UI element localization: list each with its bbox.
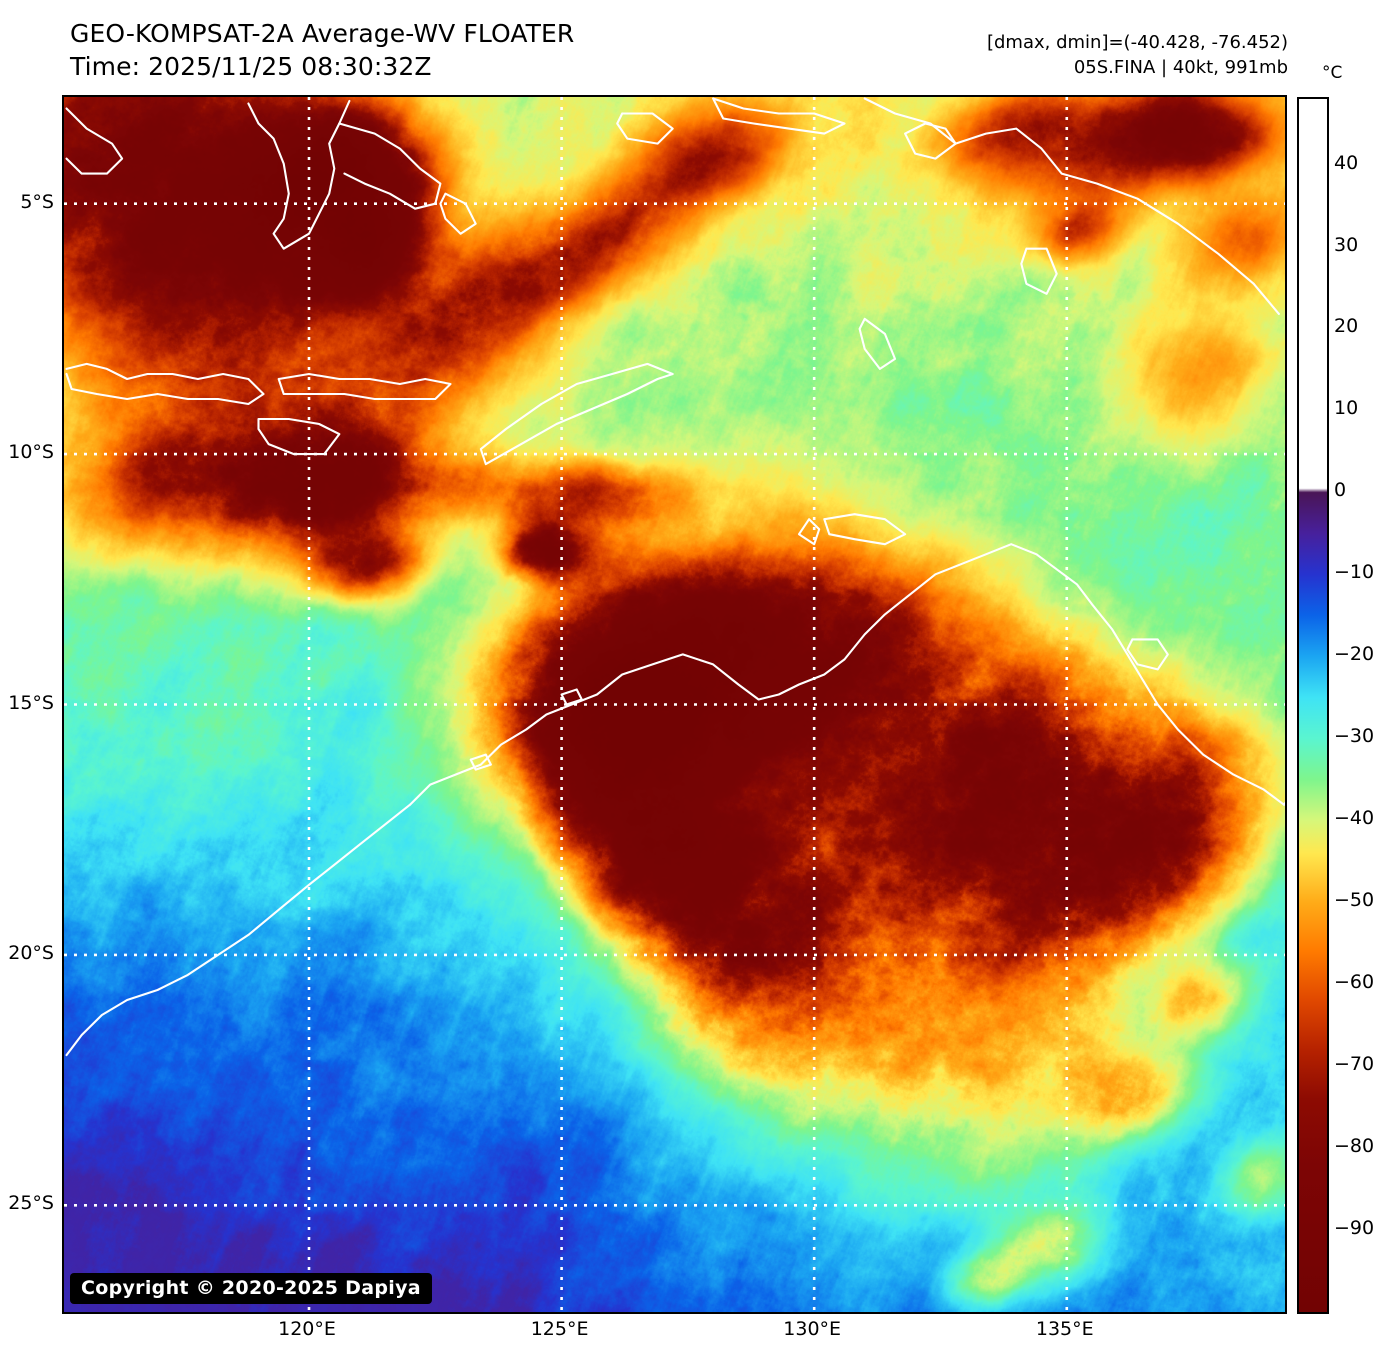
storm-info-readout: 05S.FINA | 40kt, 991mb <box>1073 56 1288 78</box>
colorbar-tick-1: 30 <box>1334 233 1359 256</box>
coastline-segment-9 <box>616 112 674 145</box>
lat-tick-1: 10°S <box>8 441 54 464</box>
colorbar-tick-2: 20 <box>1334 315 1359 338</box>
colorbar[interactable] <box>1297 97 1329 1314</box>
coastline-segment-16 <box>823 513 907 546</box>
coastline-segment-11 <box>858 317 897 370</box>
coastline-segment-18 <box>1126 638 1169 671</box>
colorbar-tick-3: 10 <box>1334 397 1359 420</box>
colorbar-gradient <box>1299 99 1327 1312</box>
colorbar-tick-6: −20 <box>1334 643 1375 666</box>
timestamp-line: Time: 2025/11/25 08:30:32Z <box>70 51 432 81</box>
lon-tick-1: 125°E <box>530 1318 589 1340</box>
dmax-dmin-readout: [dmax, dmin]=(-40.428, -76.452) <box>986 32 1288 53</box>
coastline-segment-8 <box>712 97 846 135</box>
colorbar-unit-label: °C <box>1322 63 1343 83</box>
coastline-segment-14 <box>408 543 1285 806</box>
lon-tick-3: 135°E <box>1035 1318 1094 1340</box>
lat-tick-3: 20°S <box>8 941 54 964</box>
coastline-segment-4 <box>65 362 265 406</box>
header-meta-block: [dmax, dmin]=(-40.428, -76.452) 05S.FINA… <box>987 31 1288 81</box>
lat-tick-4: 25°S <box>8 1192 54 1215</box>
lat-tick-0: 5°S <box>20 190 54 213</box>
colorbar-tick-8: −40 <box>1334 807 1375 830</box>
coastline-segment-20 <box>469 753 492 771</box>
colorbar-tick-10: −60 <box>1334 971 1375 994</box>
coastline-segment-0 <box>65 107 124 175</box>
map-clip <box>64 97 1285 1312</box>
colorbar-tick-12: −80 <box>1334 1135 1375 1158</box>
coastline-segment-10 <box>1020 247 1058 295</box>
coastline-segment-7 <box>479 362 674 466</box>
header-title-block: GEO-KOMPSAT-2A Average-WV FLOATER Time: … <box>70 18 574 83</box>
latlon-gridlines <box>64 97 1285 1312</box>
lat-tick-2: 15°S <box>8 691 54 714</box>
colorbar-tick-4: 0 <box>1334 479 1347 502</box>
coastline-segment-13 <box>904 122 957 160</box>
satellite-map-panel[interactable]: Copyright © 2020-2025 Dapiya <box>62 95 1287 1314</box>
coastline-segment-15 <box>65 803 412 1057</box>
coastline-segment-5 <box>277 372 452 401</box>
colorbar-tick-11: −70 <box>1334 1053 1375 1076</box>
coastline-segment-2 <box>338 122 442 210</box>
colorbar-tick-0: 40 <box>1334 151 1359 174</box>
coastline-overlay <box>65 97 1285 1057</box>
coastline-segment-21 <box>560 688 583 706</box>
coastline-segment-1 <box>247 99 351 250</box>
colorbar-tick-5: −10 <box>1334 561 1375 584</box>
lon-tick-0: 120°E <box>278 1318 336 1340</box>
colorbar-tick-9: −50 <box>1334 889 1375 912</box>
colorbar-tick-13: −90 <box>1334 1217 1375 1240</box>
page-title: GEO-KOMPSAT-2A Average-WV FLOATER <box>70 19 575 48</box>
colorbar-tick-7: −30 <box>1334 725 1375 748</box>
coastline-segment-17 <box>797 518 821 546</box>
copyright-banner: Copyright © 2020-2025 Dapiya <box>70 1273 432 1304</box>
lon-tick-2: 130°E <box>783 1318 842 1340</box>
